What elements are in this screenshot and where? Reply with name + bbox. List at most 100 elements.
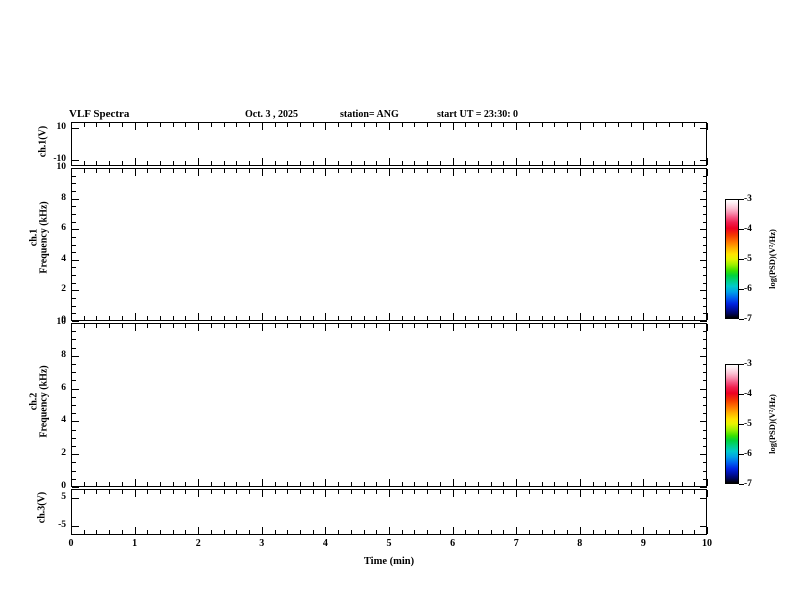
x-tick-ch3wave <box>84 530 85 534</box>
x-tick-ch1spec <box>351 169 352 173</box>
ch1-spec-y-minor-tick <box>703 275 707 276</box>
x-tick-ch2spec <box>389 324 390 331</box>
x-tick-ch1spec <box>453 169 454 176</box>
ch2-spec-y-minor-tick <box>703 397 707 398</box>
x-tick-ch3wave <box>198 527 199 534</box>
x-tick-ch1wave <box>516 123 517 130</box>
ch2-spec-y-minor-tick <box>703 356 707 357</box>
x-tick-ch3wave <box>478 490 479 494</box>
x-tick-ch1wave <box>491 161 492 165</box>
x-tick-ch3wave <box>453 527 454 534</box>
ch2-spec-y-minor-tick <box>703 380 707 381</box>
x-tick-ch1wave <box>567 123 568 127</box>
x-tick-ch1spec <box>135 169 136 176</box>
x-tick-ch2spec <box>414 482 415 486</box>
panel-ch2-spectrogram <box>71 323 707 487</box>
x-tick-ch1wave <box>503 161 504 165</box>
x-tick-ch1wave <box>453 158 454 165</box>
x-tick-ch1spec <box>313 316 314 320</box>
x-tick-ch3wave <box>325 527 326 534</box>
ch2-spec-y-minor-tick <box>72 397 76 398</box>
x-tick-ch1spec <box>389 313 390 320</box>
x-tick-ch2spec <box>580 324 581 331</box>
x-tick-ch3wave <box>440 490 441 494</box>
x-tick-ch3wave <box>516 490 517 497</box>
x-tick-ch3wave <box>440 530 441 534</box>
x-tick-ch2spec <box>185 324 186 328</box>
x-tick-ch3wave <box>376 490 377 494</box>
x-tick-ch1wave <box>96 123 97 127</box>
x-tick-ch1spec <box>160 316 161 320</box>
x-tick-ch3wave <box>338 530 339 534</box>
ch1-spec-y-minor-tick <box>72 199 76 200</box>
x-tick-ch1spec <box>554 169 555 173</box>
x-tick-ch1spec <box>122 169 123 173</box>
x-tick-ch1wave <box>84 123 85 127</box>
x-tick-ch1wave <box>147 161 148 165</box>
x-tick-ch2spec <box>605 482 606 486</box>
x-tick-ch1wave <box>71 123 72 130</box>
x-tick-ch3wave <box>325 490 326 497</box>
x-tick-ch1spec <box>173 169 174 173</box>
x-tick-label: 5 <box>386 538 392 549</box>
x-tick-ch3wave <box>656 490 657 494</box>
x-tick-ch1wave <box>249 123 250 127</box>
x-tick-ch2spec <box>160 324 161 328</box>
x-tick-ch2spec <box>275 482 276 486</box>
ch1-spec-y-minor-tick <box>703 214 707 215</box>
x-tick-ch2spec <box>135 324 136 331</box>
x-tick-ch1spec <box>198 313 199 320</box>
ch1-wave-y-tick <box>700 160 707 161</box>
ch1-wave-y-label: -10 <box>53 153 66 164</box>
x-tick-ch2spec <box>109 482 110 486</box>
ch1-spec-y-minor-tick <box>72 214 76 215</box>
x-tick-ch3wave <box>567 490 568 494</box>
x-tick-ch1spec <box>593 316 594 320</box>
ch2-spec-y-minor-tick <box>72 421 76 422</box>
x-tick-ch1wave <box>593 161 594 165</box>
x-tick-ch1wave <box>605 123 606 127</box>
ch1-spec-y-minor-tick <box>703 252 707 253</box>
ch2-spec-y-label: 4 <box>61 415 66 426</box>
x-tick-ch2spec <box>516 479 517 486</box>
x-tick-ch2spec <box>122 482 123 486</box>
ch1-spec-y-minor-tick <box>72 222 76 223</box>
x-tick-ch2spec <box>300 482 301 486</box>
x-tick-ch3wave <box>643 490 644 497</box>
x-tick-ch1wave <box>656 123 657 127</box>
x-tick-ch1spec <box>185 169 186 173</box>
colorbar-ch1 <box>725 199 739 319</box>
x-tick-ch1spec <box>275 316 276 320</box>
colorbar-tick <box>739 259 744 260</box>
x-tick-ch2spec <box>643 324 644 331</box>
x-tick-ch3wave <box>643 527 644 534</box>
x-tick-ch1wave <box>669 123 670 127</box>
x-tick-ch2spec <box>491 482 492 486</box>
x-tick-ch3wave <box>351 530 352 534</box>
start-ut-label: start UT = 23:30: 0 <box>437 109 519 120</box>
x-tick-ch3wave <box>275 490 276 494</box>
x-tick-ch1wave <box>465 123 466 127</box>
colorbar-tick <box>739 484 744 485</box>
x-tick-ch1wave <box>669 161 670 165</box>
x-tick-ch1spec <box>669 316 670 320</box>
ch1-spec-y-label: 10 <box>56 162 67 172</box>
x-tick-ch1spec <box>516 313 517 320</box>
x-tick-ch2spec <box>96 482 97 486</box>
ch1-spec-y-label: 8 <box>61 192 66 203</box>
colorbar-tick-label: -4 <box>744 389 752 399</box>
x-tick-ch1wave <box>122 161 123 165</box>
ch3-wave-y-tick <box>72 526 79 527</box>
x-tick-ch1wave <box>376 123 377 127</box>
x-tick-ch2spec <box>71 324 72 331</box>
ch1-spec-y-minor-tick <box>72 168 76 169</box>
x-tick-ch2spec <box>109 324 110 328</box>
x-tick-ch2spec <box>669 482 670 486</box>
x-tick-ch1wave <box>631 161 632 165</box>
ch2-spec-y-label: 8 <box>61 349 66 360</box>
x-tick-label: 3 <box>259 538 265 549</box>
x-tick-ch3wave <box>605 490 606 494</box>
x-tick-ch3wave <box>414 490 415 494</box>
x-tick-ch2spec <box>631 482 632 486</box>
ch3-wave-y-tick <box>700 526 707 527</box>
